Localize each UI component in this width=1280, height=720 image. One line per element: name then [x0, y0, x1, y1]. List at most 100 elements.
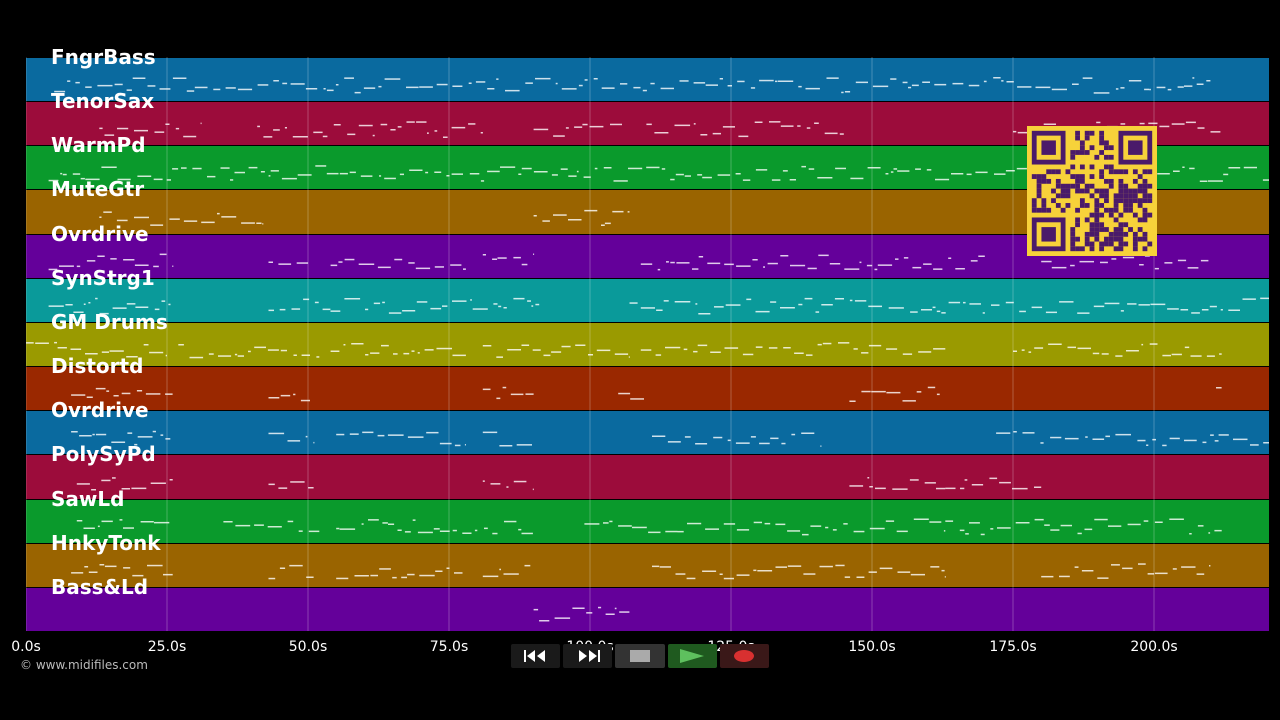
midi-note: [326, 172, 339, 175]
midi-note: [363, 87, 376, 89]
midi-note: [268, 261, 273, 263]
track-lane[interactable]: [26, 454, 1269, 499]
stop-button[interactable]: [615, 644, 665, 668]
midi-note: [959, 529, 965, 532]
midi-note: [886, 348, 898, 350]
midi-note: [1074, 566, 1079, 568]
midi-note: [693, 350, 698, 353]
midi-note: [1182, 166, 1185, 168]
midi-note: [869, 527, 885, 530]
midi-note: [121, 488, 130, 490]
track-lane[interactable]: [26, 498, 1269, 543]
midi-note: [1190, 355, 1202, 357]
midi-note: [365, 354, 369, 356]
midi-note: [695, 443, 708, 445]
midi-note: [1126, 350, 1139, 352]
fast-forward-icon: [578, 650, 600, 662]
rewind-button[interactable]: [511, 644, 561, 668]
midi-note: [1164, 262, 1173, 264]
track-lane[interactable]: [26, 277, 1269, 322]
midi-note: [404, 531, 411, 533]
track-lane[interactable]: [26, 542, 1269, 587]
midi-note: [300, 399, 310, 402]
midi-note: [535, 77, 551, 80]
record-button[interactable]: [719, 644, 770, 668]
midi-note: [111, 441, 126, 443]
track-lane[interactable]: [26, 586, 1269, 631]
midi-note: [854, 300, 867, 302]
midi-note: [1092, 438, 1105, 440]
midi-note: [280, 394, 291, 397]
midi-note: [452, 354, 466, 357]
midi-note: [843, 523, 848, 525]
midi-note: [787, 530, 801, 532]
track-lane[interactable]: [26, 321, 1269, 367]
midi-note: [503, 573, 519, 575]
midi-note: [54, 341, 57, 344]
midi-note: [451, 173, 463, 175]
track-lane[interactable]: [26, 57, 1269, 102]
midi-note: [469, 173, 480, 175]
midi-note: [452, 300, 467, 302]
midi-note: [872, 85, 889, 88]
midi-note: [165, 438, 171, 440]
midi-note: [968, 84, 980, 87]
midi-note: [1128, 80, 1142, 82]
midi-note: [1208, 180, 1223, 182]
midi-note: [839, 133, 844, 135]
midi-note: [1016, 167, 1027, 170]
midi-note: [482, 431, 498, 434]
midi-note: [154, 308, 160, 311]
midi-note: [802, 533, 809, 536]
midi-note: [980, 533, 985, 536]
midi-note: [855, 81, 868, 84]
midi-note: [262, 223, 264, 225]
midi-note: [287, 520, 294, 523]
midi-note: [472, 308, 488, 310]
midi-note: [886, 391, 901, 394]
midi-note: [609, 520, 613, 523]
fast-forward-button[interactable]: [563, 644, 613, 668]
midi-note: [412, 519, 416, 521]
midi-note: [1104, 302, 1120, 305]
midi-note: [48, 268, 58, 271]
midi-note: [783, 347, 791, 349]
midi-note: [885, 520, 895, 522]
midi-note: [104, 134, 115, 136]
midi-note: [628, 167, 643, 170]
midi-note: [601, 224, 605, 226]
midi-note: [804, 297, 813, 300]
midi-note: [1021, 349, 1025, 351]
midi-note: [911, 84, 919, 87]
midi-note: [85, 178, 100, 181]
midi-note: [407, 436, 424, 438]
midi-note: [1072, 83, 1079, 85]
midi-note: [500, 166, 516, 168]
midi-note: [808, 168, 815, 170]
midi-note: [143, 344, 149, 346]
play-button[interactable]: [667, 644, 717, 668]
midi-note: [829, 263, 841, 265]
midi-note: [933, 268, 943, 270]
midi-note: [1017, 86, 1032, 88]
midi-note: [83, 527, 95, 529]
midi-note: [1028, 351, 1032, 353]
midi-note: [362, 431, 374, 434]
midi-note: [1031, 306, 1043, 309]
midi-note: [313, 441, 315, 444]
midi-note: [308, 487, 314, 489]
midi-note: [349, 171, 356, 174]
midi-note: [378, 85, 382, 88]
midi-note: [257, 84, 269, 86]
track-lane[interactable]: [26, 410, 1269, 455]
midi-note: [433, 528, 440, 530]
track-lane[interactable]: [26, 366, 1269, 411]
midi-note: [119, 519, 123, 521]
midi-note: [132, 77, 146, 79]
midi-note: [333, 124, 341, 126]
midi-note: [853, 348, 858, 350]
time-tick-label: 175.0s: [989, 639, 1037, 655]
qr-code[interactable]: [1027, 126, 1157, 256]
midi-note: [103, 211, 112, 213]
midi-note: [268, 577, 276, 580]
